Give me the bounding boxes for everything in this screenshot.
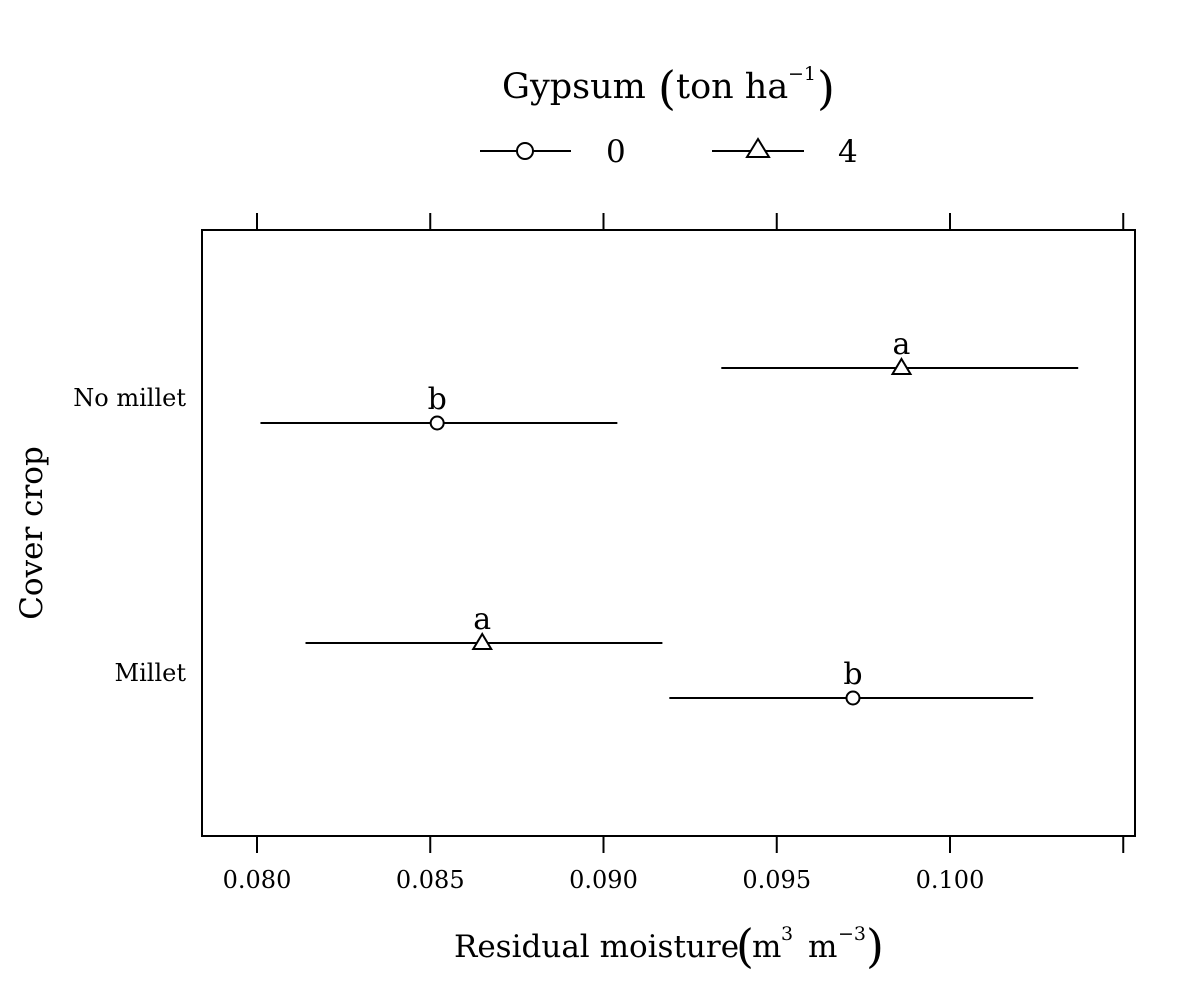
y-category-label-no-millet: No millet — [73, 384, 186, 412]
legend-label-0: 0 — [606, 134, 626, 170]
legend-title-main: Gypsum — [502, 67, 646, 107]
legend-title-unit-exponent: −1 — [788, 63, 816, 85]
legend: Gypsum ( ton ha −1 ) 0 4 — [480, 61, 858, 170]
letter-no-millet-gypsum-0: b — [428, 382, 447, 417]
x-axis-title-unit-m2: m — [808, 929, 837, 965]
legend-title-open-paren: ( — [658, 61, 676, 115]
bottom-ticks — [256, 836, 1125, 853]
legend-circle-icon — [516, 142, 534, 160]
legend-title-unit: ton ha — [676, 67, 788, 107]
x-tick-label-4: 0.100 — [916, 866, 985, 894]
point-no-millet-gypsum-0 — [429, 415, 445, 431]
legend-entry-0: 0 — [480, 134, 626, 170]
point-millet-gypsum-0 — [845, 690, 861, 706]
legend-title-unit-base: ton ha — [676, 67, 788, 107]
letter-millet-gypsum-0: b — [843, 657, 862, 692]
x-axis-title-unit-exp2: −3 — [838, 923, 866, 945]
plot-frame — [201, 229, 1136, 837]
y-axis-title: Cover crop — [14, 446, 50, 620]
top-ticks — [256, 213, 1125, 230]
chart-marks: b b a a — [260, 327, 1079, 706]
x-axis-title: Residual moisture ( m 3 m −3 ) — [454, 919, 884, 973]
x-axis-title-close-paren: ) — [866, 919, 884, 973]
x-tick-label-1: 0.085 — [396, 866, 465, 894]
legend-triangle-icon — [745, 137, 771, 158]
legend-label-4: 4 — [838, 134, 858, 170]
x-tick-label-3: 0.095 — [742, 866, 811, 894]
legend-title: Gypsum — [502, 67, 646, 107]
x-axis-title-unit-exp1: 3 — [781, 923, 793, 945]
legend-title-close-paren: ) — [817, 61, 835, 115]
legend-entry-4: 4 — [712, 134, 858, 170]
x-axis-title-open-paren: ( — [736, 919, 754, 973]
y-category-label-millet: Millet — [115, 659, 187, 687]
letter-millet-gypsum-4: a — [473, 602, 491, 637]
x-tick-label-0: 0.080 — [223, 866, 292, 894]
x-tick-label-2: 0.090 — [569, 866, 638, 894]
x-axis-title-unit-m1: m — [752, 929, 781, 965]
point-millet-gypsum-4 — [471, 632, 493, 650]
letter-no-millet-gypsum-4: a — [893, 327, 911, 362]
x-tick-labels: 0.080 0.085 0.090 0.095 0.100 — [223, 866, 985, 894]
x-axis-title-main: Residual moisture — [454, 929, 739, 965]
point-no-millet-gypsum-4 — [890, 357, 913, 375]
